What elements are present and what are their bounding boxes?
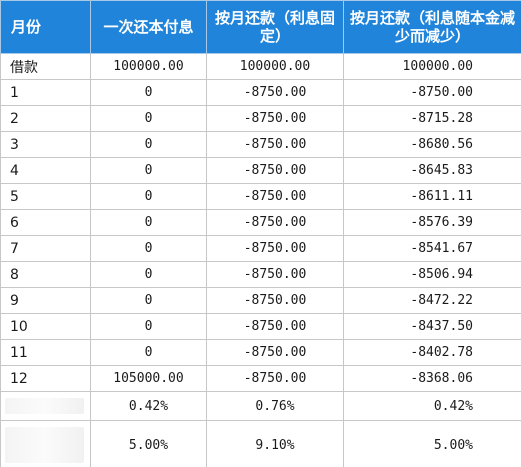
row-label: 9 [0,287,91,314]
row-label: 6 [0,209,91,236]
fixed-interest-cell: -8750.00 [206,313,344,340]
table-body: 借款 100000.00 100000.00 100000.00 1 0 -87… [0,53,521,467]
lump-sum-cell: 100000.00 [90,53,207,80]
fixed-interest-cell: -8750.00 [206,339,344,366]
table-row: 10 0 -8750.00 -8437.50 [0,313,521,340]
declining-interest-cell: -8541.67 [343,235,521,262]
fixed-interest-cell: -8750.00 [206,261,344,288]
fixed-interest-cell: -8750.00 [206,287,344,314]
obscured-row-label [0,391,91,421]
table-row: 4 0 -8750.00 -8645.83 [0,157,521,184]
row-label: 8 [0,261,91,288]
table-row: 1 0 -8750.00 -8750.00 [0,79,521,106]
fixed-interest-cell: -8750.00 [206,79,344,106]
declining-interest-cell: -8645.83 [343,157,521,184]
table-row: 2 0 -8750.00 -8715.28 [0,105,521,132]
declining-interest-cell: -8368.06 [343,365,521,392]
row-label: 11 [0,339,91,366]
header-month: 月份 [0,0,91,54]
declining-interest-cell: -8437.50 [343,313,521,340]
obscured-label-smudge [5,427,84,463]
declining-interest-cell: -8750.00 [343,79,521,106]
fixed-interest-cell: -8750.00 [206,209,344,236]
declining-interest-cell: -8715.28 [343,105,521,132]
header-row: 月份 一次还本付息 按月还款（利息固定） 按月还款（利息随本金减少而减少） [0,0,521,54]
declining-interest-cell: -8611.11 [343,183,521,210]
lump-sum-cell: 0 [90,157,207,184]
declining-interest-cell: 100000.00 [343,53,521,80]
fixed-interest-cell: -8750.00 [206,131,344,158]
header-declining-interest: 按月还款（利息随本金减少而减少） [343,0,521,54]
declining-interest-annual-rate: 5.00% [343,420,521,467]
lump-sum-cell: 0 [90,209,207,236]
lump-sum-cell: 0 [90,131,207,158]
fixed-interest-cell: -8750.00 [206,183,344,210]
fixed-interest-cell: -8750.00 [206,105,344,132]
declining-interest-cell: -8680.56 [343,131,521,158]
obscured-row-label [0,420,91,467]
table-header: 月份 一次还本付息 按月还款（利息固定） 按月还款（利息随本金减少而减少） [0,0,521,54]
lump-sum-cell: 105000.00 [90,365,207,392]
lump-sum-cell: 0 [90,287,207,314]
obscured-label-smudge [5,398,84,414]
table-row: 6 0 -8750.00 -8576.39 [0,209,521,236]
fixed-interest-cell: 100000.00 [206,53,344,80]
fixed-interest-monthly-rate: 0.76% [206,391,344,421]
lump-sum-cell: 0 [90,79,207,106]
lump-sum-monthly-rate: 0.42% [90,391,207,421]
table-row: 借款 100000.00 100000.00 100000.00 [0,53,521,80]
row-label: 1 [0,79,91,106]
row-label: 12 [0,365,91,392]
declining-interest-cell: -8576.39 [343,209,521,236]
row-label: 2 [0,105,91,132]
declining-interest-monthly-rate: 0.42% [343,391,521,421]
monthly-rate-row: 0.42% 0.76% 0.42% [0,391,521,421]
fixed-interest-cell: -8750.00 [206,365,344,392]
lump-sum-cell: 0 [90,235,207,262]
table-row: 9 0 -8750.00 -8472.22 [0,287,521,314]
lump-sum-cell: 0 [90,339,207,366]
annual-rate-row: 5.00% 9.10% 5.00% [0,420,521,467]
table-row: 7 0 -8750.00 -8541.67 [0,235,521,262]
lump-sum-cell: 0 [90,105,207,132]
lump-sum-cell: 0 [90,261,207,288]
row-label: 5 [0,183,91,210]
table-row: 12 105000.00 -8750.00 -8368.06 [0,365,521,392]
fixed-interest-cell: -8750.00 [206,157,344,184]
lump-sum-cell: 0 [90,183,207,210]
header-fixed-interest: 按月还款（利息固定） [206,0,344,54]
declining-interest-cell: -8506.94 [343,261,521,288]
table-row: 11 0 -8750.00 -8402.78 [0,339,521,366]
lump-sum-cell: 0 [90,313,207,340]
declining-interest-cell: -8472.22 [343,287,521,314]
row-label: 借款 [0,53,91,80]
table-row: 5 0 -8750.00 -8611.11 [0,183,521,210]
header-lump-sum: 一次还本付息 [90,0,207,54]
row-label: 4 [0,157,91,184]
fixed-interest-annual-rate: 9.10% [206,420,344,467]
row-label: 7 [0,235,91,262]
declining-interest-cell: -8402.78 [343,339,521,366]
row-label: 10 [0,313,91,340]
row-label: 3 [0,131,91,158]
lump-sum-annual-rate: 5.00% [90,420,207,467]
table-row: 8 0 -8750.00 -8506.94 [0,261,521,288]
fixed-interest-cell: -8750.00 [206,235,344,262]
table-row: 3 0 -8750.00 -8680.56 [0,131,521,158]
